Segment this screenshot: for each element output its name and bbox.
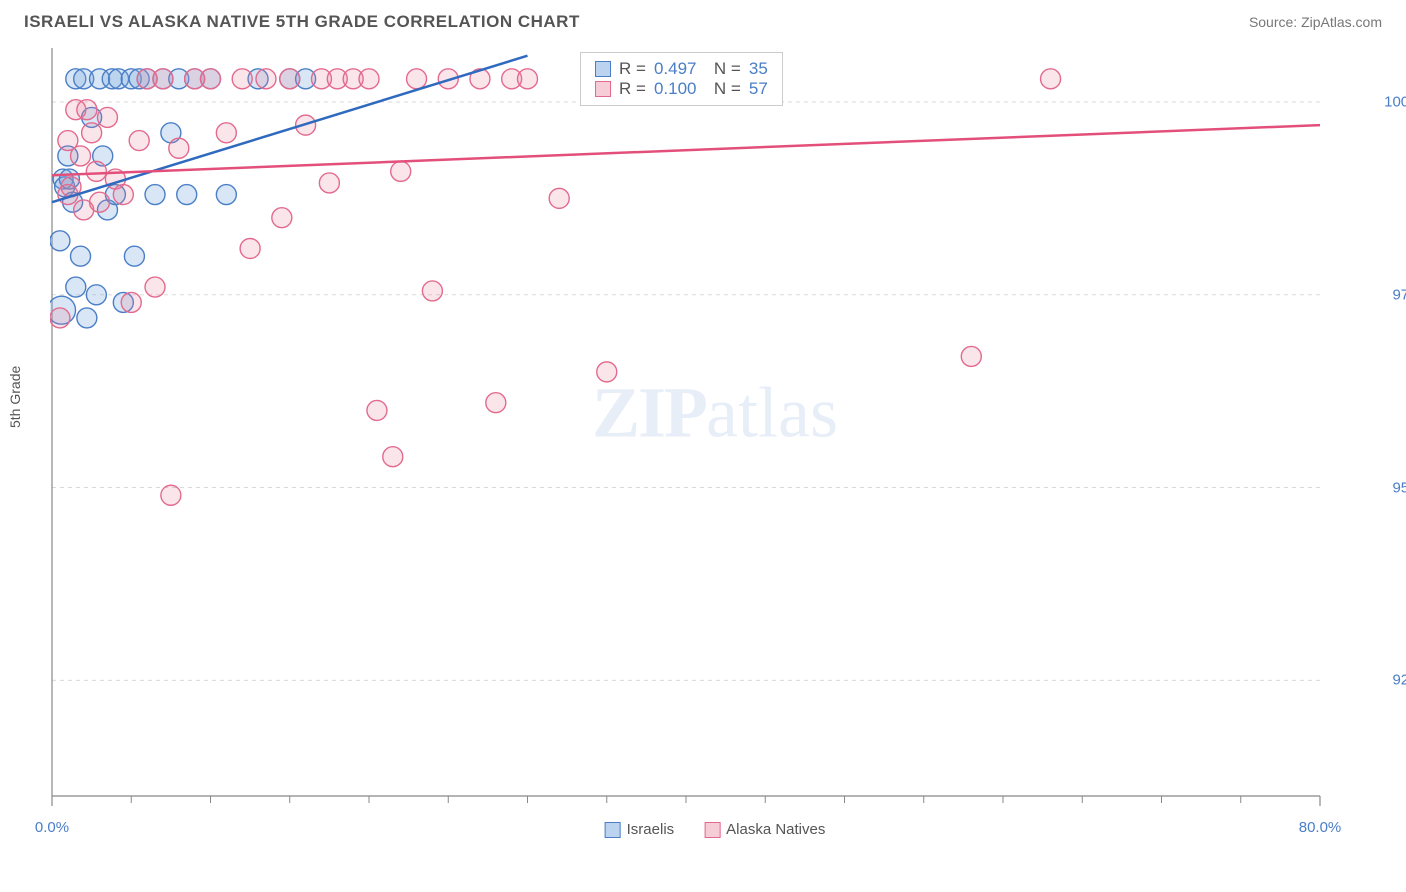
legend-item: Israelis [605, 821, 675, 838]
bottom-legend: Israelis Alaska Natives [605, 821, 826, 838]
stats-swatch [595, 81, 611, 97]
y-tick-label: 92.5% [1392, 672, 1406, 689]
chart-header: ISRAELI VS ALASKA NATIVE 5TH GRADE CORRE… [0, 0, 1406, 40]
stats-swatch [595, 61, 611, 77]
y-tick-label: 97.5% [1392, 286, 1406, 303]
legend-item: Alaska Natives [704, 821, 825, 838]
correlation-stats-box: R = 0.497 N = 35 R = 0.100 N = 57 [580, 52, 783, 106]
x-tick-label: 0.0% [35, 819, 69, 836]
chart-area: 5th Grade ZIPatlas 92.5%95.0%97.5%100.0%… [50, 48, 1380, 808]
scatter-plot [50, 48, 1380, 808]
x-tick-label: 80.0% [1299, 819, 1342, 836]
legend-swatch [605, 822, 621, 838]
chart-source: Source: ZipAtlas.com [1249, 14, 1382, 30]
stats-row: R = 0.497 N = 35 [595, 59, 768, 79]
y-tick-label: 100.0% [1384, 93, 1406, 110]
legend-swatch [704, 822, 720, 838]
y-axis-title: 5th Grade [7, 366, 23, 428]
stats-row: R = 0.100 N = 57 [595, 79, 768, 99]
y-tick-label: 95.0% [1392, 479, 1406, 496]
chart-title: ISRAELI VS ALASKA NATIVE 5TH GRADE CORRE… [24, 12, 580, 32]
